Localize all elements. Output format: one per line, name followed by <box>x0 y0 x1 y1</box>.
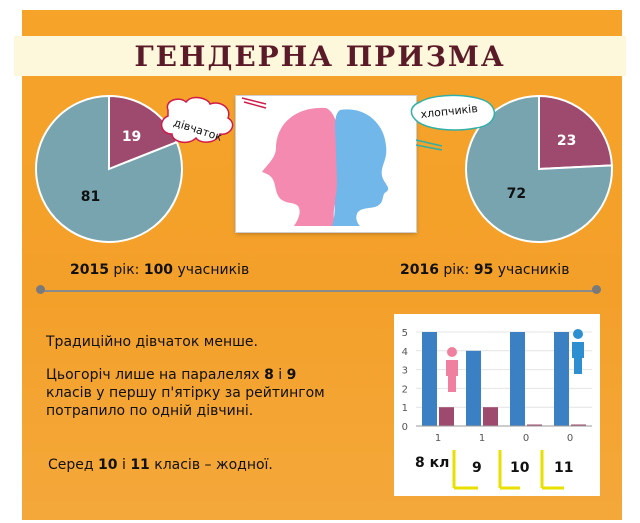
bar-data-label: 1 <box>435 433 441 444</box>
pie-label-boys: 72 <box>507 186 526 202</box>
girls-bubble <box>160 96 234 144</box>
pie-slice-boys <box>35 94 183 243</box>
divider-line <box>40 290 596 292</box>
class-label-8: 8 кл <box>415 455 450 471</box>
girl-silhouette <box>262 107 343 226</box>
note-text-5d: 11 <box>130 457 150 473</box>
note-text-5c: і <box>117 457 131 473</box>
note-text-1: Традиційно дівчаток менше. <box>46 334 258 350</box>
year-2015-rik: рік: <box>113 262 140 278</box>
participants-2016: учасників <box>497 262 570 278</box>
note-line-3: класів у першу п'ятірку за рейтингом <box>46 384 325 402</box>
y-tick-label: 0 <box>402 422 408 433</box>
pie-label-boys: 81 <box>81 189 100 205</box>
girl-icon <box>446 347 458 392</box>
bar-data-label: 1 <box>479 433 485 444</box>
bar-data-label: 0 <box>523 433 529 444</box>
count-2016: 95 <box>473 262 494 278</box>
y-tick-label: 4 <box>402 347 408 358</box>
y-tick-label: 3 <box>402 366 408 377</box>
note-line-4: потрапило по одній дівчині. <box>46 402 253 420</box>
note-text-5e: класів – жодної. <box>149 457 273 473</box>
bar-girls <box>571 424 586 426</box>
bar-data-label: 0 <box>567 433 573 444</box>
note-line-1: Традиційно дівчаток менше. <box>46 333 258 351</box>
poster-title: ГЕНДЕРНА ПРИЗМА <box>134 39 506 73</box>
class-separators <box>452 450 564 490</box>
year-2016: 2016 <box>400 262 439 278</box>
note-text-3: класів у першу п'ятірку за рейтингом <box>46 385 325 401</box>
note-text-5b: 10 <box>98 457 118 473</box>
class-label-11: 11 <box>554 460 574 476</box>
note-text-2b: 8 <box>264 367 274 383</box>
boy-silhouette <box>332 109 389 226</box>
girls-bubble-lines <box>241 97 267 109</box>
year-2016-line: 2016 рік: 95 учасників <box>400 262 569 278</box>
bar-boys <box>422 332 437 426</box>
year-2016-rik: рік: <box>443 262 470 278</box>
note-text-2c: і <box>273 367 287 383</box>
y-tick-label: 2 <box>402 384 408 395</box>
count-2015: 100 <box>143 262 174 278</box>
note-text-2a: Цьогоріч лише на паралелях <box>46 367 265 383</box>
divider-dot-right <box>592 285 601 294</box>
title-band: ГЕНДЕРНА ПРИЗМА <box>14 36 626 76</box>
note-text-5a: Серед <box>48 457 99 473</box>
year-2015: 2015 <box>70 262 109 278</box>
boys-bubble-lines <box>415 139 443 151</box>
note-line-2: Цьогоріч лише на паралелях 8 і 9 <box>46 366 296 384</box>
y-tick-label: 5 <box>402 328 408 339</box>
y-tick-label: 1 <box>402 403 408 414</box>
note-text-4: потрапило по одній дівчині. <box>46 403 254 419</box>
bar-girls <box>439 407 454 426</box>
bar-boys <box>510 332 525 426</box>
note-text-2d: 9 <box>286 367 297 383</box>
pie-2016: 23 72 <box>465 94 613 243</box>
pie-label-girls: 23 <box>557 133 576 149</box>
boy-icon <box>572 329 584 374</box>
bar-boys <box>466 350 481 426</box>
pie-slice-girls <box>538 94 613 171</box>
bar-girls <box>483 407 498 426</box>
note-line-5: Серед 10 і 11 класів – жодної. <box>48 456 273 474</box>
bar-boys <box>554 332 569 426</box>
bar-chart: 0 1 2 3 4 5 1 1 0 0 <box>402 328 592 444</box>
year-2015-line: 2015 рік: 100 учасників <box>70 262 249 278</box>
divider-dot-left <box>36 285 45 294</box>
silhouette-photo <box>236 96 416 232</box>
bar-girls <box>527 424 542 426</box>
pie-label-girls: 19 <box>122 129 141 145</box>
participants-2015: учасників <box>177 262 250 278</box>
class-label-10: 10 <box>510 460 530 476</box>
class-label-9: 9 <box>472 460 482 476</box>
boys-bubble <box>410 94 496 131</box>
